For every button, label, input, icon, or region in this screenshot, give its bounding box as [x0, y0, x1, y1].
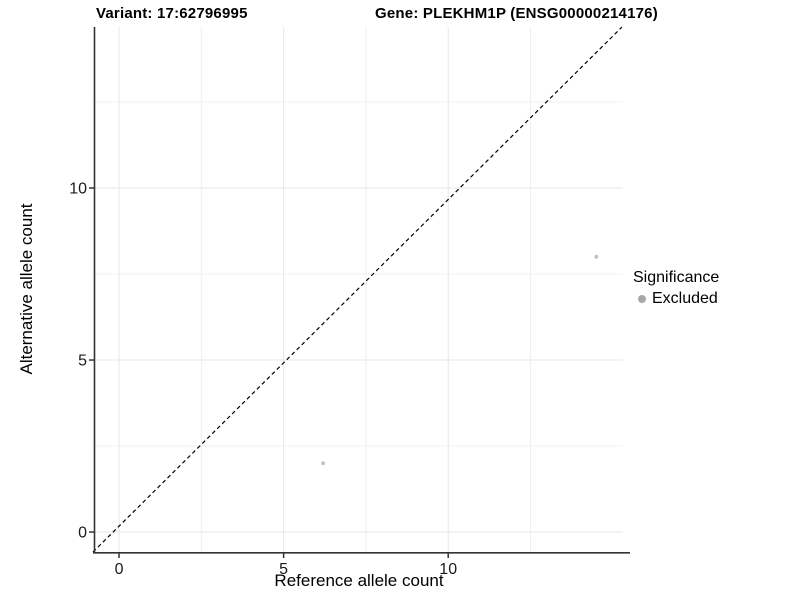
y-tick-label: 0: [78, 525, 87, 542]
data-point: [321, 461, 326, 466]
y-tick-label: 10: [69, 181, 87, 198]
identity-line: [92, 26, 623, 553]
legend-item-excluded: Excluded: [633, 290, 719, 308]
x-axis-title: Reference allele count: [274, 571, 444, 590]
legend-item-label: Excluded: [652, 290, 718, 307]
variant-title: Variant: 17:62796995: [96, 5, 248, 22]
legend: Significance Excluded: [633, 269, 719, 308]
data-point: [594, 254, 599, 259]
gene-title: Gene: PLEKHM1P (ENSG00000214176): [375, 5, 658, 22]
x-tick-label: 5: [279, 561, 288, 578]
x-tick-label: 0: [115, 561, 124, 578]
y-axis-title: Alternative allele count: [17, 203, 36, 375]
legend-title: Significance: [633, 269, 720, 286]
legend-point-icon: [638, 295, 646, 303]
y-tick-label: 5: [78, 353, 87, 370]
x-tick-label: 10: [439, 561, 457, 578]
